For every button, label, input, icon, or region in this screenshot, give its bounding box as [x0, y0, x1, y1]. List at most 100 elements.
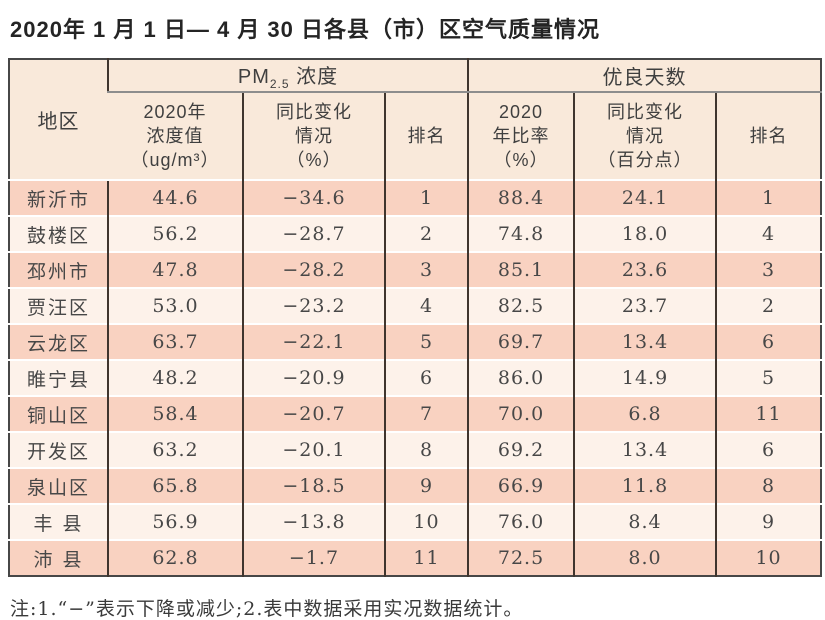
- value-cell: 11: [715, 395, 822, 432]
- table-row: 新沂市 44.6 −34.6 1 88.4 24.1 1: [9, 179, 822, 216]
- value-cell: 9: [715, 503, 822, 540]
- value-cell: 86.0: [467, 359, 575, 396]
- value-cell: 56.9: [107, 503, 243, 540]
- region-cell: 铜山区: [9, 395, 108, 432]
- value-cell: 65.8: [107, 467, 243, 504]
- value-cell: 85.1: [467, 251, 575, 288]
- value-cell: 66.9: [467, 467, 575, 504]
- value-cell: 6: [383, 359, 469, 396]
- value-cell: −20.7: [242, 395, 385, 432]
- value-cell: 7: [383, 395, 469, 432]
- value-cell: 6: [715, 323, 822, 360]
- region-cell: 云龙区: [9, 323, 108, 360]
- value-cell: 58.4: [107, 395, 243, 432]
- value-cell: −28.7: [242, 215, 385, 252]
- table-row: 云龙区 63.7 −22.1 5 69.7 13.4 6: [9, 323, 822, 360]
- value-cell: 10: [383, 503, 469, 540]
- table-body: 新沂市 44.6 −34.6 1 88.4 24.1 1 鼓楼区 56.2 −28.7 2 74.8 1…: [9, 179, 822, 576]
- value-cell: −23.2: [242, 287, 385, 324]
- value-cell: 1: [383, 179, 469, 216]
- value-cell: 4: [383, 287, 469, 324]
- column-group-pm25: PM2.5 浓度: [106, 59, 469, 93]
- value-cell: 18.0: [573, 215, 717, 252]
- table-header: 地区 PM2.5 浓度 优良天数 2020年 浓度值 （ug/m³） 同比变化 …: [9, 59, 822, 180]
- value-cell: 23.7: [573, 287, 717, 324]
- table-row: 邳州市 47.8 −28.2 3 85.1 23.6 3: [9, 251, 822, 288]
- value-cell: 10: [715, 539, 822, 576]
- value-cell: 5: [383, 323, 469, 360]
- value-cell: 69.7: [467, 323, 575, 360]
- value-cell: 47.8: [107, 251, 243, 288]
- value-cell: 63.2: [107, 431, 243, 468]
- column-header-gd-rank: 排名: [715, 92, 822, 180]
- value-cell: 63.7: [107, 323, 243, 360]
- value-cell: 1: [715, 179, 822, 216]
- column-header-region: 地区: [9, 59, 108, 180]
- value-cell: 11.8: [573, 467, 717, 504]
- region-cell: 邳州市: [9, 251, 108, 288]
- table-row: 沛 县 62.8 −1.7 11 72.5 8.0 10: [9, 539, 822, 576]
- value-cell: 13.4: [573, 431, 717, 468]
- table-row: 睢宁县 48.2 −20.9 6 86.0 14.9 5: [9, 359, 822, 396]
- value-cell: 8.4: [573, 503, 717, 540]
- column-header-pm-change: 同比变化 情况 （%）: [242, 92, 385, 180]
- value-cell: 44.6: [107, 179, 243, 216]
- value-cell: −28.2: [242, 251, 385, 288]
- table-row: 开发区 63.2 −20.1 8 69.2 13.4 6: [9, 431, 822, 468]
- value-cell: 3: [715, 251, 822, 288]
- table-row: 贾汪区 53.0 −23.2 4 82.5 23.7 2: [9, 287, 822, 324]
- region-cell: 鼓楼区: [9, 215, 108, 252]
- value-cell: 11: [383, 539, 469, 576]
- value-cell: 4: [715, 215, 822, 252]
- column-header-gd-change: 同比变化 情况 （百分点）: [573, 92, 717, 180]
- region-cell: 贾汪区: [9, 287, 108, 324]
- region-cell: 睢宁县: [9, 359, 108, 396]
- footnote: 注:1.“−”表示下降或减少;2.表中数据采用实况数据统计。: [10, 598, 524, 620]
- value-cell: −18.5: [242, 467, 385, 504]
- region-cell: 新沂市: [9, 179, 108, 216]
- group-header-row: 地区 PM2.5 浓度 优良天数: [9, 59, 822, 180]
- value-cell: −20.9: [242, 359, 385, 396]
- value-cell: 8: [715, 467, 822, 504]
- table-row: 泉山区 65.8 −18.5 9 66.9 11.8 8: [9, 467, 822, 504]
- value-cell: 2: [715, 287, 822, 324]
- value-cell: 72.5: [467, 539, 575, 576]
- value-cell: 48.2: [107, 359, 243, 396]
- value-cell: 74.8: [467, 215, 575, 252]
- pm25-label-prefix: PM: [237, 66, 270, 88]
- value-cell: 8.0: [573, 539, 717, 576]
- air-quality-table: 地区 PM2.5 浓度 优良天数 2020年 浓度值 （ug/m³） 同比变化 …: [8, 58, 823, 577]
- value-cell: 82.5: [467, 287, 575, 324]
- value-cell: −20.1: [242, 431, 385, 468]
- value-cell: 2: [383, 215, 469, 252]
- value-cell: 6.8: [573, 395, 717, 432]
- value-cell: 23.6: [573, 251, 717, 288]
- value-cell: 6: [715, 431, 822, 468]
- pm25-label-suffix: 浓度: [289, 66, 339, 88]
- region-cell: 丰 县: [9, 503, 108, 540]
- column-header-gd-ratio: 2020 年比率 （%）: [467, 92, 575, 180]
- table-row: 丰 县 56.9 −13.8 10 76.0 8.4 9: [9, 503, 822, 540]
- page-title: 2020年 1 月 1 日— 4 月 30 日各县（市）区空气质量情况: [10, 17, 601, 42]
- region-cell: 开发区: [9, 431, 108, 468]
- value-cell: 62.8: [107, 539, 243, 576]
- value-cell: −13.8: [242, 503, 385, 540]
- value-cell: 8: [383, 431, 469, 468]
- value-cell: 76.0: [467, 503, 575, 540]
- value-cell: 70.0: [467, 395, 575, 432]
- value-cell: 9: [383, 467, 469, 504]
- table-row: 铜山区 58.4 −20.7 7 70.0 6.8 11: [9, 395, 822, 432]
- column-group-good-days: 优良天数: [467, 59, 822, 93]
- table-row: 鼓楼区 56.2 −28.7 2 74.8 18.0 4: [9, 215, 822, 252]
- column-header-pm-value: 2020年 浓度值 （ug/m³）: [108, 92, 243, 180]
- value-cell: 5: [715, 359, 822, 396]
- value-cell: 24.1: [573, 179, 717, 216]
- column-header-pm-rank: 排名: [383, 92, 469, 180]
- pm25-label-subscript: 2.5: [269, 77, 290, 91]
- value-cell: 3: [383, 251, 469, 288]
- region-cell: 泉山区: [9, 467, 108, 504]
- region-cell: 沛 县: [9, 539, 108, 576]
- value-cell: 88.4: [467, 179, 575, 216]
- value-cell: 56.2: [107, 215, 243, 252]
